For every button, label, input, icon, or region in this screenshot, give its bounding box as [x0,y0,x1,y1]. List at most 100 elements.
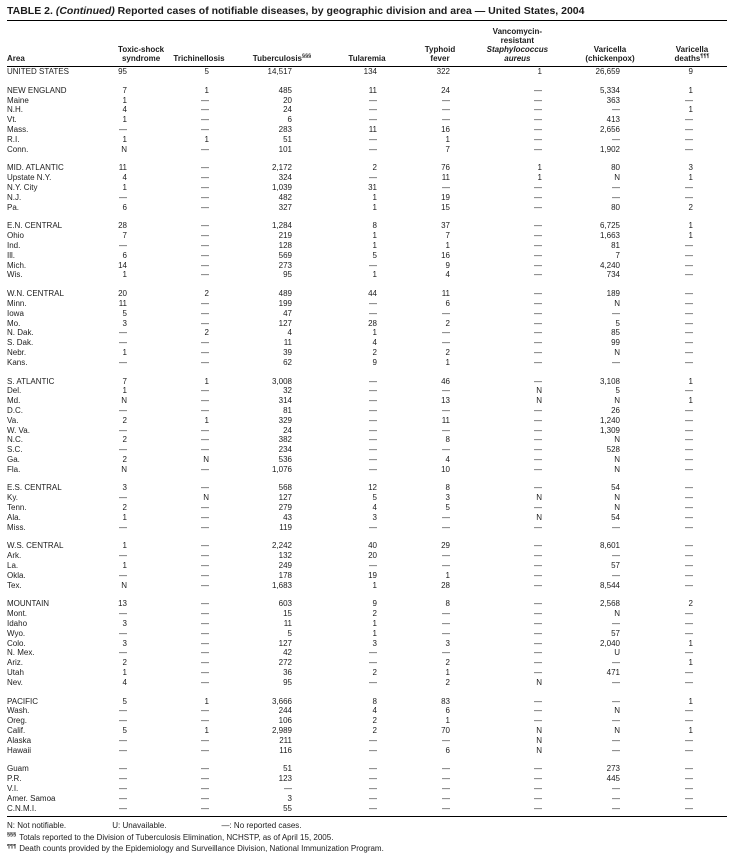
cell-typhoid-fever: 1 [445,716,450,726]
cell-tularemia: 1 [372,619,377,629]
table-row: Ga. 2 N 536 — 4 — N — [7,455,727,465]
cell-vancomycin-resistant-staphylococcus-aureus: — [534,551,542,561]
cell-toxic-shock-syndrome: 1 [122,386,127,396]
table-row: Oreg. — — 106 2 1 — — — [7,716,727,726]
cell-toxic-shock-syndrome: 95 [118,67,127,76]
table-row: Del. 1 — 32 — — N 5 — [7,386,727,396]
division-group-s-atlantic: S. ATLANTIC 7 1 3,008—46—3,108 1 Del. 1—32— — N 5… [7,368,727,475]
table-row: PACIFIC 5 1 3,666 8 83 — — 1 [7,688,727,707]
cell-trichinellosis: 1 [204,376,209,386]
table-row: Calif. 5 1 2,989 2 70 N N 1 [7,726,727,736]
cell-varicella-chickenpox: 413 [606,115,620,125]
cell-vancomycin-resistant-staphylococcus-aureus: 1 [537,67,542,76]
cell-varicella-deaths: — [685,347,693,357]
cell-vancomycin-resistant-staphylococcus-aureus: — [534,240,542,250]
cell-tularemia: 40 [368,541,377,551]
cell-tularemia: — [369,396,377,406]
cell-tuberculosis: 178 [278,570,292,580]
cell-varicella-chickenpox: 2,656 [599,124,620,134]
cell-vancomycin-resistant-staphylococcus-aureus: — [534,445,542,455]
cell-varicella-chickenpox: — [612,803,620,813]
column-header-varicella-deaths: Varicella deaths¶¶¶ [626,21,727,67]
cell-varicella-chickenpox: N [614,464,620,474]
cell-tuberculosis: 95 [283,677,292,687]
division-group-territories: Guam — —51— — —273— P.R. — —123— — —445— V.I. — — — — —… [7,755,727,816]
cell-vancomycin-resistant-staphylococcus-aureus: — [534,522,542,532]
table-row: Ind. — — 128 1 1 — 81 — [7,241,727,251]
cell-typhoid-fever: 70 [441,726,450,736]
cell-typhoid-fever: 24 [441,85,450,95]
cell-area: Ga. [7,454,20,464]
cell-toxic-shock-syndrome: — [119,609,127,619]
cell-tuberculosis: 2,242 [271,541,292,551]
cell-tularemia: 8 [372,221,377,231]
table-row: Okla. — — 178 19 1 — — — [7,571,727,581]
footnotes: N: Not notifiable. U: Unavailable. —: No… [7,820,727,855]
cell-trichinellosis: — [201,144,209,154]
cell-typhoid-fever: 7 [445,231,450,241]
cell-vancomycin-resistant-staphylococcus-aureus: 1 [537,173,542,183]
table-row: Ala. 1 — 43 3 — N 54 — [7,513,727,523]
cell-typhoid-fever: 8 [445,483,450,493]
cell-typhoid-fever: — [442,784,450,793]
cell-tularemia: 1 [372,240,377,250]
table-row: P.R. — — 123 — — — 445 — [7,774,727,784]
cell-area: Ohio [7,231,24,241]
cell-varicella-deaths: 1 [688,638,693,648]
cell-trichinellosis: 1 [204,726,209,736]
cell-typhoid-fever: 28 [441,580,450,590]
cell-varicella-deaths: 1 [688,173,693,183]
cell-varicella-deaths: — [685,328,693,338]
cell-trichinellosis: — [201,774,209,784]
cell-varicella-chickenpox: — [612,745,620,755]
cell-area: W.N. CENTRAL [7,289,64,299]
cell-trichinellosis: — [201,464,209,474]
cell-varicella-deaths: — [685,338,693,348]
cell-varicella-deaths: 9 [688,67,693,76]
cell-toxic-shock-syndrome: 20 [118,289,127,299]
cell-varicella-deaths: — [685,134,693,144]
cell-vancomycin-resistant-staphylococcus-aureus: — [534,668,542,678]
table-row: N. Dak. — 2 4 1 — — 85 — [7,328,727,338]
cell-tularemia: — [369,648,377,658]
cell-tularemia: 2 [372,726,377,736]
cell-tuberculosis: 489 [278,289,292,299]
cell-tularemia: — [369,144,377,154]
table-row: UNITED STATES 95 5 14,517 134 322 1 26,659 9 [7,67,727,77]
cell-tuberculosis: 39 [283,347,292,357]
cell-varicella-deaths: — [685,192,693,202]
cell-toxic-shock-syndrome: — [119,405,127,415]
cell-toxic-shock-syndrome: 1 [122,115,127,125]
cell-typhoid-fever: 29 [441,541,450,551]
cell-trichinellosis: — [201,561,209,571]
cell-vancomycin-resistant-staphylococcus-aureus: — [534,95,542,105]
cell-vancomycin-resistant-staphylococcus-aureus: — [534,464,542,474]
cell-vancomycin-resistant-staphylococcus-aureus: — [534,124,542,134]
cell-vancomycin-resistant-staphylococcus-aureus: — [534,706,542,716]
cell-typhoid-fever: 3 [445,493,450,503]
cell-tularemia: — [369,173,377,183]
cell-toxic-shock-syndrome: N [121,144,127,154]
cell-tuberculosis: 116 [279,745,292,755]
cell-tuberculosis: 11 [283,619,292,629]
cell-trichinellosis: — [201,202,209,212]
cell-varicella-chickenpox: N [614,454,620,464]
cell-trichinellosis: 5 [204,67,209,76]
cell-varicella-chickenpox: N [614,173,620,183]
cell-trichinellosis: 2 [204,289,209,299]
cell-area: W.S. CENTRAL [7,541,64,551]
cell-area: Tenn. [7,503,27,513]
cell-toxic-shock-syndrome: — [119,445,127,455]
cell-trichinellosis: — [201,503,209,513]
cell-varicella-deaths: — [685,445,693,455]
cell-varicella-chickenpox: 54 [611,512,620,522]
division-group-es-central: E.S. CENTRAL 3—568 12 8—54— Ky. — N 127 5 3 N N — Ten… [7,474,727,532]
table-row: N.Y. City 1 — 1,039 31 — — — — [7,183,727,193]
table-row: Upstate N.Y. 4—324—11 1 N 1 [7,173,727,183]
cell-varicella-chickenpox: — [612,716,620,726]
footnote-varicella-deaths: ¶¶¶ Death counts provided by the Epidemio… [7,843,727,855]
cell-vancomycin-resistant-staphylococcus-aureus: N [536,396,542,406]
cell-varicella-chickenpox: 189 [606,289,620,299]
cell-toxic-shock-syndrome: — [119,716,127,726]
cell-toxic-shock-syndrome: 1 [122,561,127,571]
